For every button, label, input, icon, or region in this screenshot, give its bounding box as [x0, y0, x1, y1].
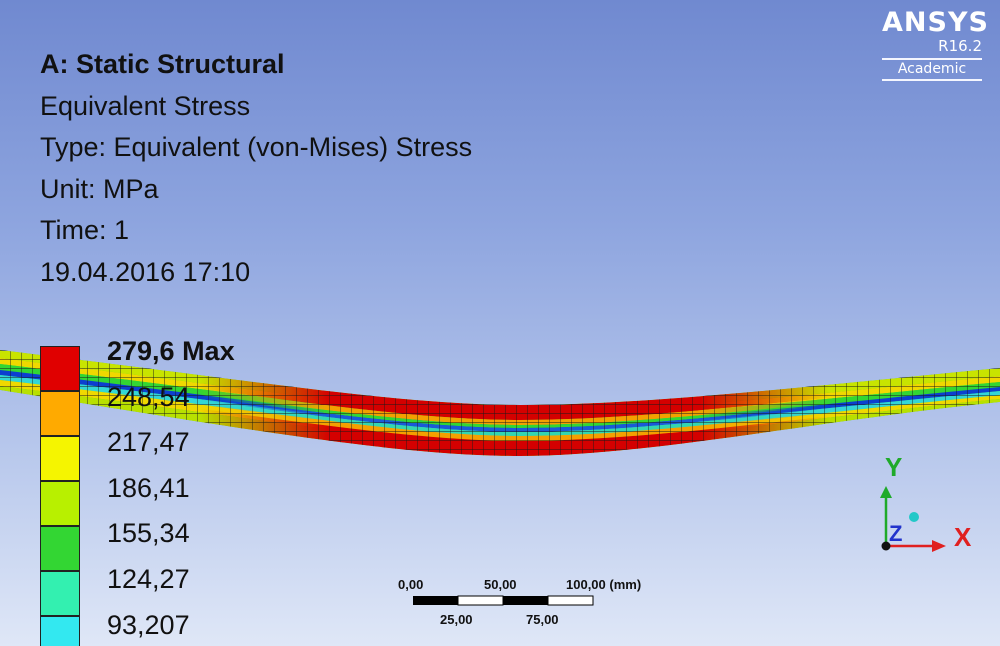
legend-swatch — [40, 616, 80, 646]
legend-label-max: 279,6 Max — [107, 336, 235, 366]
logo-brand: ANSYS — [882, 7, 989, 38]
legend-swatch — [40, 571, 80, 616]
result-type: Type: Equivalent (von-Mises) Stress — [40, 132, 473, 162]
result-unit: Unit: MPa — [40, 173, 159, 204]
legend-swatch — [40, 526, 80, 571]
logo-edition: Academic — [882, 58, 982, 81]
legend-swatch — [40, 391, 80, 436]
legend-swatch — [40, 346, 80, 391]
ansys-logo: ANSYS R16.2 Academic — [882, 7, 989, 81]
result-name: Equivalent Stress — [40, 90, 251, 121]
legend-label: 186,41 — [107, 473, 190, 503]
stress-legend[interactable] — [40, 346, 80, 646]
legend-swatch — [40, 481, 80, 526]
result-time: Time: 1 — [40, 215, 130, 245]
legend-label: 217,47 — [107, 427, 190, 457]
analysis-title: A: Static Structural — [40, 49, 285, 79]
result-info: A: Static Structural Equivalent Stress T… — [40, 44, 472, 293]
legend-swatch — [40, 436, 80, 481]
result-date: 19.04.2016 17:10 — [40, 256, 251, 287]
legend-label: 248,54 — [107, 382, 190, 412]
legend-label: 93,207 — [107, 610, 190, 640]
legend-label: 124,27 — [107, 564, 190, 594]
legend-label: 155,34 — [107, 518, 190, 548]
logo-version: R16.2 — [938, 37, 982, 55]
